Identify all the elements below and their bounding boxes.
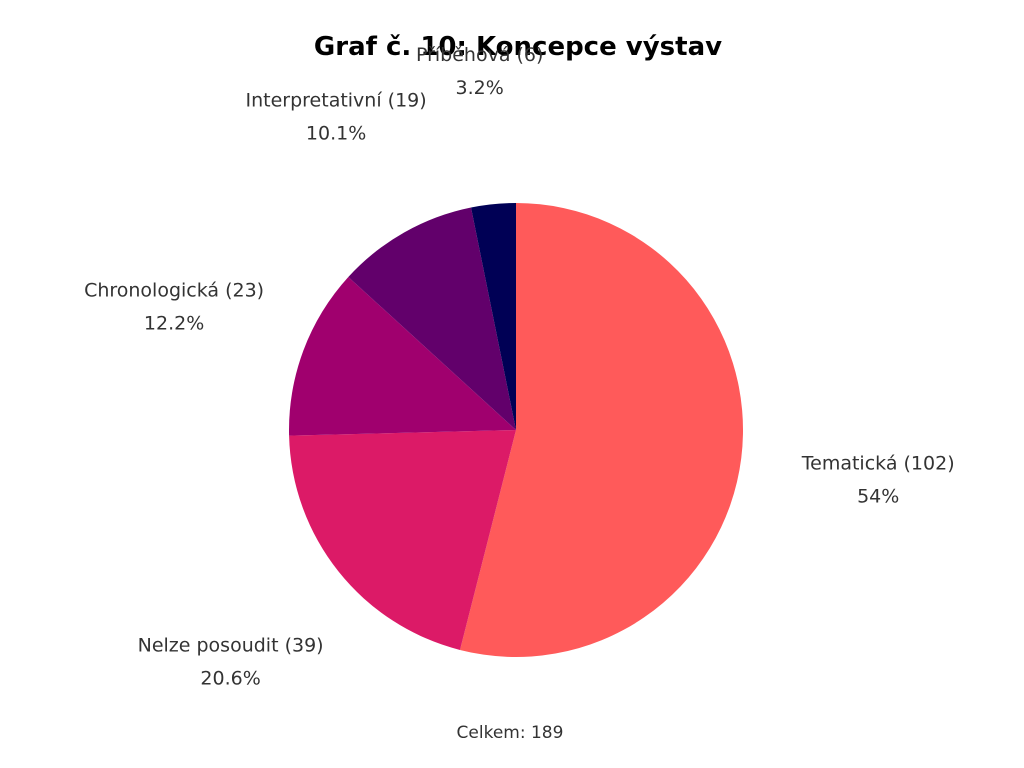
slice-percent-label: 3.2%	[456, 77, 504, 99]
slice-label: Chronologická (23)	[84, 279, 264, 301]
slice-label: Interpretativní (19)	[246, 89, 427, 111]
slice-percent-label: 20.6%	[200, 668, 260, 690]
slice-label: Příběhová (6)	[416, 44, 543, 66]
slice-percent-label: 10.1%	[306, 122, 366, 144]
pie-slice	[459, 202, 744, 658]
pie-labels: Tematická (102) 54% Nelze posoudit (39) 20.…	[84, 44, 955, 690]
pie-slice	[289, 430, 516, 650]
pie-slice	[348, 207, 516, 430]
chart-title: Graf č. 10: Koncepce výstav	[314, 32, 722, 62]
total-label: Celkem: 189	[457, 723, 564, 743]
slice-label: Nelze posoudit (39)	[138, 635, 324, 657]
slice-percent-label: 54%	[857, 485, 899, 507]
pie-slice	[288, 276, 516, 436]
pie-slices	[288, 202, 744, 658]
slice-percent-label: 12.2%	[144, 312, 204, 334]
pie-slice	[471, 203, 516, 430]
slice-label: Tematická (102)	[801, 452, 955, 474]
